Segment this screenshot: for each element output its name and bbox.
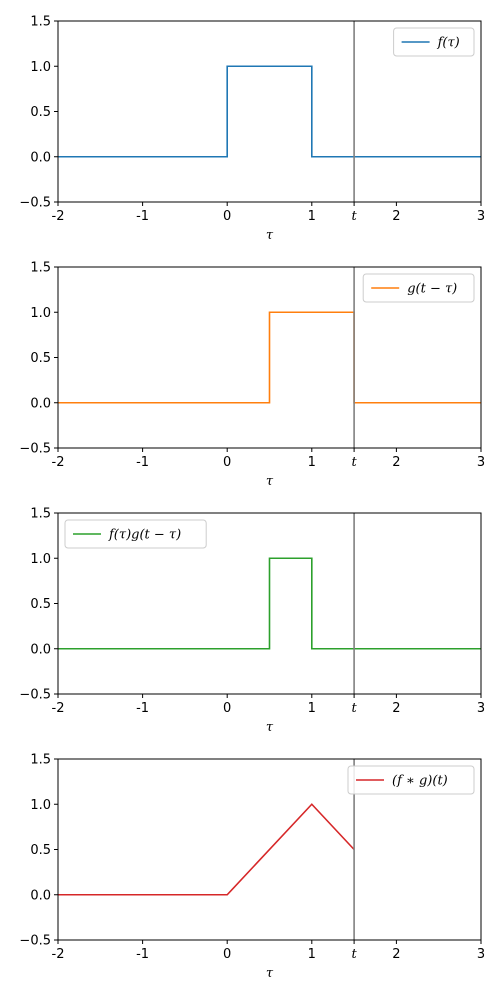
x-tick-label: 0: [223, 947, 231, 962]
series-line-1: [58, 557, 481, 650]
y-tick-label: 0.5: [30, 351, 51, 366]
y-tick-label: 1.5: [30, 15, 51, 30]
y-tick-label: −0.5: [19, 196, 51, 211]
subplot-2: -2 -1 0 1 t 2 3 −0.5 0.0 0.5 1.0 1.5 τ g(t − τ): [19, 261, 485, 490]
y-tick-label: 0.5: [30, 105, 51, 120]
y-tick-label: 0.5: [30, 597, 51, 612]
y-tick-label: −0.5: [19, 442, 51, 457]
x-axis-label: τ: [266, 474, 274, 489]
x-tick-label: 0: [223, 701, 231, 716]
x-tick-label: 1: [308, 455, 316, 470]
y-tick-label: 1.5: [30, 507, 51, 522]
legend-box: [393, 27, 475, 57]
x-tick-label: -2: [52, 701, 65, 716]
x-axis-label: τ: [266, 228, 274, 243]
x-tick-label: t: [351, 455, 357, 470]
legend-label: (f ∗ g)(t): [392, 774, 448, 789]
x-tick-label: 0: [223, 209, 231, 224]
y-tick-label: 1.5: [30, 753, 51, 768]
legend: (f ∗ g)(t): [347, 765, 475, 795]
legend-box: [64, 519, 207, 549]
x-tick-label: -1: [136, 209, 149, 224]
legend-box: [347, 765, 475, 795]
x-tick-label: 2: [392, 209, 400, 224]
series-line-1: [58, 65, 481, 158]
x-tick-label: 3: [477, 209, 485, 224]
x-tick-label: -2: [52, 455, 65, 470]
x-tick-label: 2: [392, 947, 400, 962]
x-tick-label: 1: [308, 209, 316, 224]
y-tick-label: 0.0: [30, 150, 51, 165]
x-tick-label: t: [351, 701, 357, 716]
legend: g(t − τ): [362, 273, 475, 303]
x-tick-label: t: [351, 947, 357, 962]
series-line-1: [58, 803, 355, 896]
x-tick-label: -1: [136, 455, 149, 470]
x-tick-label: -2: [52, 209, 65, 224]
x-tick-label: 2: [392, 455, 400, 470]
y-tick-label: 1.5: [30, 261, 51, 276]
x-tick-label: 3: [477, 455, 485, 470]
x-tick-label: 0: [223, 455, 231, 470]
legend-label: f(τ): [437, 36, 460, 51]
legend: f(τ)g(t − τ): [64, 519, 207, 549]
series-line-1: [58, 311, 481, 404]
x-tick-label: 1: [308, 947, 316, 962]
x-axis-label: τ: [266, 720, 274, 735]
y-tick-label: −0.5: [19, 934, 51, 949]
x-tick-label: 3: [477, 947, 485, 962]
x-tick-label: 1: [308, 701, 316, 716]
subplot-1: -2 -1 0 1 t 2 3 −0.5 0.0 0.5 1.0 1.5 τ f(τ): [19, 15, 485, 244]
legend-label: f(τ)g(t − τ): [108, 528, 181, 543]
y-tick-label: 1.0: [30, 306, 51, 321]
subplot-4: -2 -1 0 1 t 2 3 −0.5 0.0 0.5 1.0 1.5 τ (f ∗ g)(t): [19, 753, 485, 982]
x-axis-label: τ: [266, 966, 274, 981]
x-tick-label: -2: [52, 947, 65, 962]
y-tick-label: 0.5: [30, 843, 51, 858]
y-tick-label: 1.0: [30, 798, 51, 813]
y-tick-label: 0.0: [30, 888, 51, 903]
legend-box: [362, 273, 475, 303]
x-tick-label: 2: [392, 701, 400, 716]
x-tick-label: 3: [477, 701, 485, 716]
x-tick-label: -1: [136, 701, 149, 716]
y-tick-label: 0.0: [30, 642, 51, 657]
y-tick-label: −0.5: [19, 688, 51, 703]
y-tick-label: 0.0: [30, 396, 51, 411]
legend-label: g(t − τ): [407, 282, 457, 297]
x-tick-label: t: [351, 209, 357, 224]
y-tick-label: 1.0: [30, 552, 51, 567]
subplot-3: -2 -1 0 1 t 2 3 −0.5 0.0 0.5 1.0 1.5 τ f(τ)g(t − τ): [19, 507, 485, 736]
legend: f(τ): [393, 27, 475, 57]
x-tick-label: -1: [136, 947, 149, 962]
y-tick-label: 1.0: [30, 60, 51, 75]
